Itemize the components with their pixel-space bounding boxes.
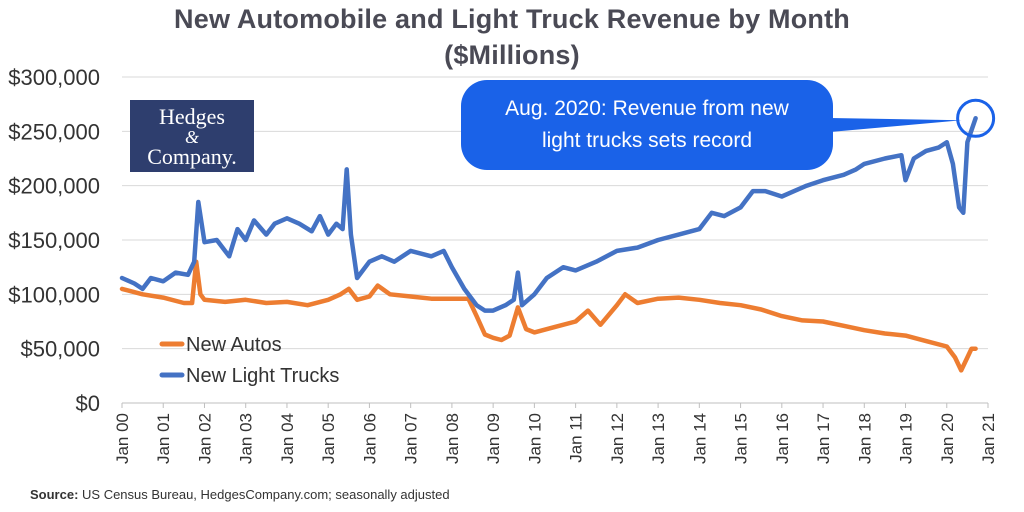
x-tick-label: Jan 14: [690, 413, 709, 464]
x-tick-label: Jan 02: [195, 413, 214, 464]
hedges-company-logo: Hedges & Company.: [130, 100, 254, 172]
legend-label: New Autos: [186, 334, 282, 356]
x-tick-label: Jan 07: [402, 413, 421, 464]
x-tick-label: Jan 01: [154, 413, 173, 464]
x-tick-label: Jan 09: [484, 413, 503, 464]
x-tick-label: Jan 12: [608, 413, 627, 464]
logo-line2: &: [184, 127, 199, 147]
x-tick-label: Jan 13: [649, 413, 668, 464]
series-line-new-autos: [119, 259, 978, 373]
x-tick-label: Jan 00: [113, 413, 132, 464]
x-tick-label: Jan 16: [773, 413, 792, 464]
logo-line3: Company.: [147, 144, 237, 169]
y-tick-label: $100,000: [8, 282, 100, 307]
source-label: Source:: [30, 487, 79, 502]
x-tick-label: Jan 06: [360, 413, 379, 464]
series-line-new-light-trucks: [119, 116, 978, 313]
x-tick-label: Jan 04: [278, 413, 297, 464]
x-tick-label: Jan 15: [732, 413, 751, 464]
source-text: US Census Bureau, HedgesCompany.com; sea…: [78, 487, 450, 502]
y-tick-label: $50,000: [20, 337, 100, 362]
x-tick-label: Jan 10: [525, 413, 544, 464]
y-tick-label: $250,000: [8, 119, 100, 144]
x-tick-label: Jan 05: [319, 413, 338, 464]
chart-title-line1: New Automobile and Light Truck Revenue b…: [174, 4, 850, 34]
legend-label: New Light Trucks: [186, 365, 339, 387]
x-tick-label: Jan 20: [938, 413, 957, 464]
source-note: Source: US Census Bureau, HedgesCompany.…: [30, 487, 450, 502]
x-tick-label: Jan 17: [814, 413, 833, 464]
record-highlight-circle: [956, 98, 996, 138]
callout-line2: light trucks sets record: [541, 129, 753, 152]
y-tick-label: $0: [76, 391, 100, 416]
x-tick-label: Jan 19: [897, 413, 916, 464]
y-tick-label: $200,000: [8, 174, 100, 199]
logo-line1: Hedges: [159, 104, 225, 129]
record-callout: Aug. 2020: Revenue from new light trucks…: [461, 80, 833, 170]
callout-pointer: [830, 118, 962, 132]
x-tick-label: Jan 21: [979, 413, 998, 464]
callout-line1: Aug. 2020: Revenue from new: [505, 97, 789, 120]
x-tick-label: Jan 11: [567, 413, 586, 463]
x-tick-label: Jan 08: [443, 413, 462, 464]
chart-title-line2: ($Millions): [444, 40, 580, 70]
y-tick-label: $150,000: [8, 228, 100, 253]
x-tick-label: Jan 18: [855, 413, 874, 464]
x-tick-label: Jan 03: [237, 413, 256, 464]
y-tick-label: $300,000: [8, 65, 100, 90]
